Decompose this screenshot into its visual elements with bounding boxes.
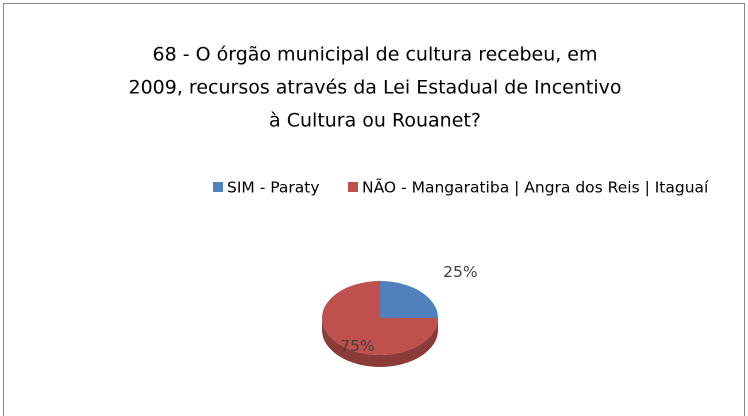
chart-title: 68 - O órgão municipal de cultura recebe…: [152, 44, 597, 66]
chart-title: 2009, recursos através da Lei Estadual d…: [129, 77, 622, 99]
data-label: 25%: [443, 263, 477, 281]
legend-swatch: [213, 182, 223, 192]
legend-swatch: [348, 182, 358, 192]
data-label: 75%: [340, 337, 374, 355]
pie-slice: [380, 281, 438, 318]
legend-label: NÃO - Mangaratiba | Angra dos Reis | Ita…: [362, 178, 709, 197]
pie-slice: [322, 281, 438, 355]
pie-side: [322, 318, 438, 367]
chart-title: à Cultura ou Rouanet?: [269, 110, 481, 132]
legend-label: SIM - Paraty: [227, 179, 320, 197]
